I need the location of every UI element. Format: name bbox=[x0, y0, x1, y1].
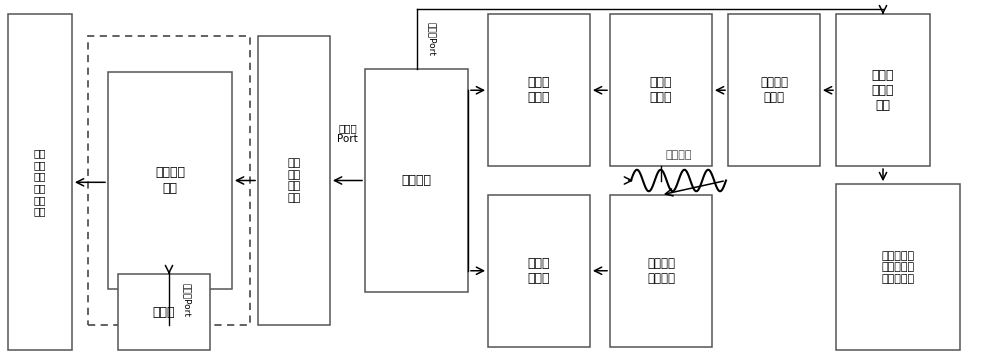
Bar bbox=[728, 14, 820, 166]
Bar bbox=[258, 36, 330, 325]
Text: 千兆网Port: 千兆网Port bbox=[182, 283, 191, 317]
Text: 多路
解压
相机
格式
图像
数据: 多路 解压 相机 格式 图像 数据 bbox=[34, 148, 46, 216]
Bar bbox=[365, 69, 468, 292]
Bar bbox=[836, 184, 960, 350]
Text: 实时解压
缩器: 实时解压 缩器 bbox=[155, 166, 185, 195]
Text: 无线信道: 无线信道 bbox=[665, 150, 692, 160]
Bar bbox=[836, 14, 930, 166]
Text: 信号调
试发送: 信号调 试发送 bbox=[528, 76, 550, 104]
Bar bbox=[610, 195, 712, 347]
Bar bbox=[88, 36, 250, 325]
Bar bbox=[8, 14, 72, 350]
Text: 千兆网
Port: 千兆网 Port bbox=[337, 123, 358, 144]
Text: 万兆网Port: 万兆网Port bbox=[427, 22, 436, 56]
Bar bbox=[488, 14, 590, 166]
Text: 格式化器: 格式化器 bbox=[402, 174, 432, 187]
Text: 信道解
密解码: 信道解 密解码 bbox=[528, 257, 550, 285]
Text: 监控器: 监控器 bbox=[153, 306, 175, 319]
Text: 数据传
送单元: 数据传 送单元 bbox=[650, 76, 672, 104]
Text: 无线信号
接收解调: 无线信号 接收解调 bbox=[647, 257, 675, 285]
Text: 星上综合
处理器: 星上综合 处理器 bbox=[760, 76, 788, 104]
Text: 星上多谱段
遥感图像实
时压缩单元: 星上多谱段 遥感图像实 时压缩单元 bbox=[881, 251, 915, 284]
Bar bbox=[108, 72, 232, 289]
Bar bbox=[610, 14, 712, 166]
Text: 多路
图像
压缩
码流: 多路 图像 压缩 码流 bbox=[287, 158, 301, 203]
Text: 编码后
的压缩
码流: 编码后 的压缩 码流 bbox=[872, 69, 894, 112]
Bar bbox=[488, 195, 590, 347]
Bar bbox=[118, 274, 210, 350]
